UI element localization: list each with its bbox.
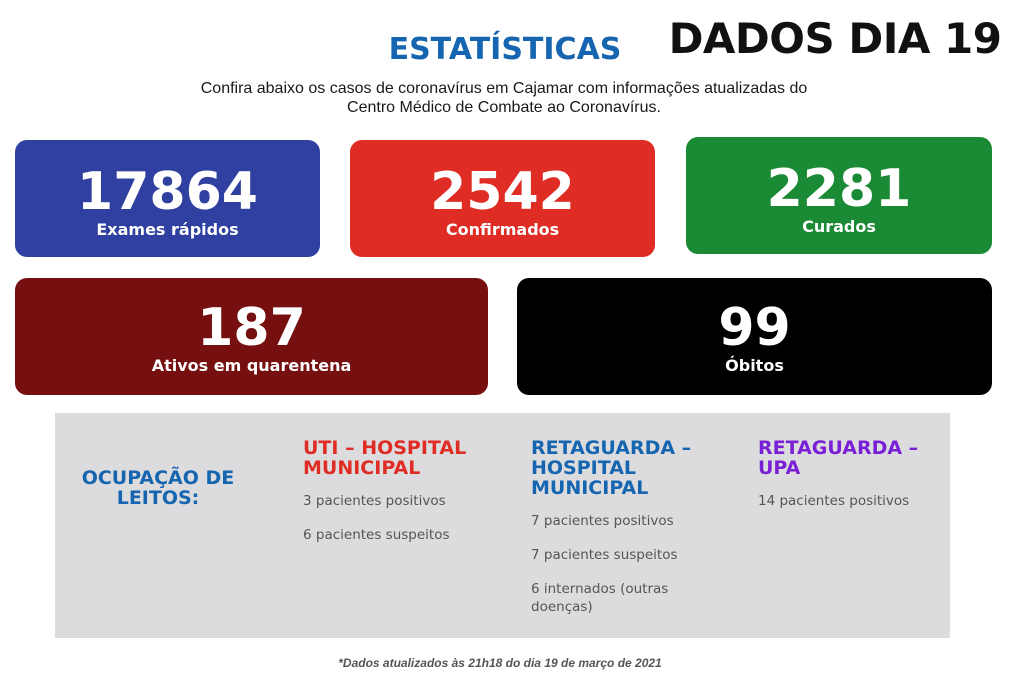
bed-occupancy-panel: OCUPAÇÃO DE LEITOS: UTI – HOSPITAL MUNIC… <box>55 413 950 638</box>
uti-line: 6 pacientes suspeitos <box>303 527 450 543</box>
page-title: ESTATÍSTICAS <box>388 32 622 67</box>
uti-column: UTI – HOSPITAL MUNICIPAL 3 pacientes pos… <box>303 438 503 560</box>
confirmed-label: Confirmados <box>445 220 560 239</box>
active-label: Ativos em quarentena <box>151 356 352 375</box>
active-card: 187 Ativos em quarentena <box>15 278 488 395</box>
footnote: *Dados atualizados às 21h18 do dia 19 de… <box>338 656 662 670</box>
deaths-card: 99 Óbitos <box>517 278 992 395</box>
retaguarda-upa-title: RETAGUARDA – UPA <box>758 437 919 479</box>
retaguarda-hospital-title: RETAGUARDA – HOSPITAL MUNICIPAL <box>531 437 692 499</box>
retaguarda-upa-column: RETAGUARDA – UPA 14 pacientes positivos <box>758 438 938 526</box>
cured-value: 2281 <box>766 159 912 219</box>
exams-value: 17864 <box>77 162 258 222</box>
retaguarda-hospital-line: 7 pacientes suspeitos <box>531 547 678 563</box>
uti-line: 3 pacientes positivos <box>303 493 446 509</box>
confirmed-card: 2542 Confirmados <box>350 140 655 257</box>
exams-label: Exames rápidos <box>96 220 239 239</box>
deaths-label: Óbitos <box>725 356 784 375</box>
retaguarda-hospital-line: 6 internados (outras doenças) <box>531 581 669 615</box>
cured-label: Curados <box>802 217 876 236</box>
active-value: 187 <box>197 298 306 358</box>
uti-title: UTI – HOSPITAL MUNICIPAL <box>303 437 467 479</box>
retaguarda-hospital-column: RETAGUARDA – HOSPITAL MUNICIPAL 7 pacien… <box>531 438 731 632</box>
retaguarda-upa-line: 14 pacientes positivos <box>758 493 910 509</box>
bed-occupancy-label: OCUPAÇÃO DE LEITOS: <box>81 467 235 509</box>
page-subtitle: Confira abaixo os casos de coronavírus e… <box>200 80 808 116</box>
cured-card: 2281 Curados <box>686 137 992 254</box>
date-banner: DADOS DIA 19 <box>668 14 1002 63</box>
confirmed-value: 2542 <box>430 162 575 222</box>
deaths-value: 99 <box>718 298 791 358</box>
exams-card: 17864 Exames rápidos <box>15 140 320 257</box>
retaguarda-hospital-line: 7 pacientes positivos <box>531 513 674 529</box>
